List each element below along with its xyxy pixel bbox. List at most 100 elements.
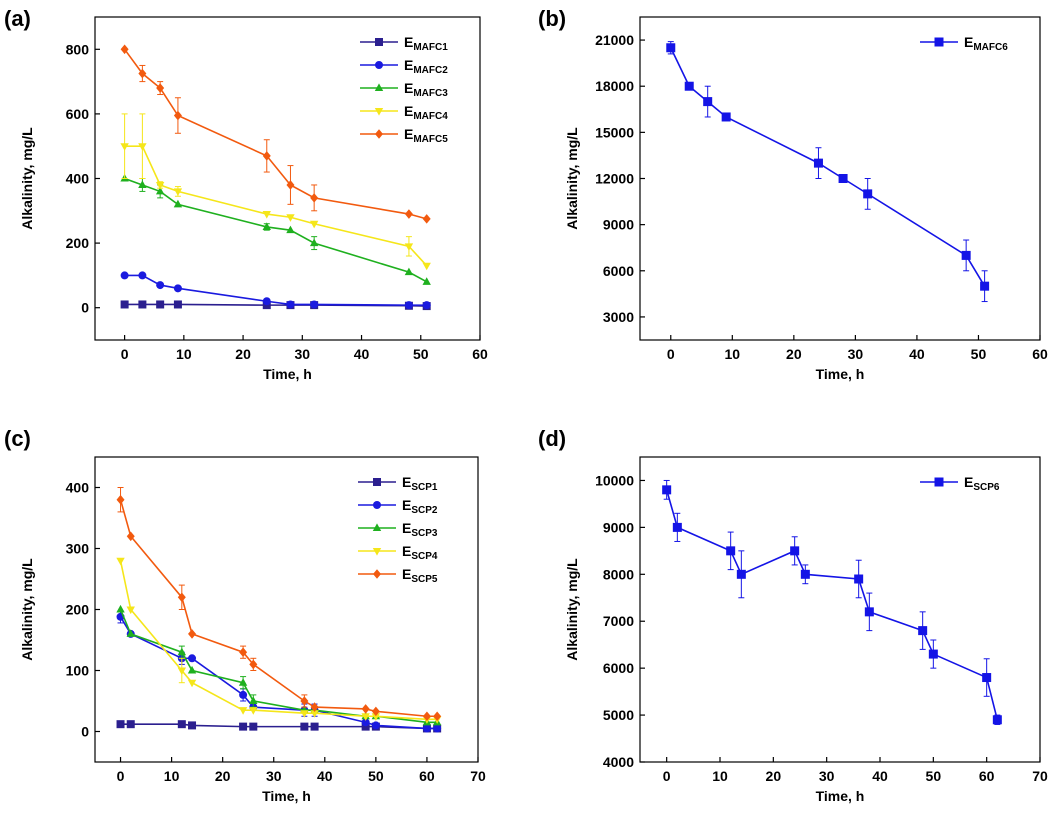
x-tick-label-d: 0 <box>663 768 671 784</box>
series-line-scp6 <box>665 489 999 720</box>
legend-entry-scp5: ESCP5 <box>358 566 438 585</box>
data-point-scp5 <box>361 704 370 714</box>
y-tick-label-d: 9000 <box>603 519 634 535</box>
data-point-scp6 <box>918 626 928 636</box>
y-tick-label-c: 300 <box>66 541 90 557</box>
data-point-mafc5 <box>404 209 413 219</box>
data-point-scp5 <box>188 629 197 639</box>
legend-marker <box>374 83 384 91</box>
x-tick-label-c: 0 <box>117 768 125 784</box>
x-tick-label-a: 40 <box>354 346 370 362</box>
data-point-scp4 <box>249 707 258 715</box>
x-tick-label-b: 10 <box>725 346 741 362</box>
data-point-mafc3 <box>173 199 183 208</box>
plot-d: 0 10 20 30 40 50 60 70 4000 5000 6000 7000 8000 9000 1… <box>564 456 1048 804</box>
data-point-mafc2 <box>156 281 165 290</box>
y-tick-label-a: 0 <box>81 300 89 316</box>
legend-subscript: MAFC3 <box>413 88 448 99</box>
x-tick-label-a: 0 <box>121 346 129 362</box>
data-point-scp2 <box>188 654 197 663</box>
x-tick-label-b: 30 <box>848 346 864 362</box>
y-tick-label-d: 6000 <box>603 660 634 676</box>
y-tick-label-c: 400 <box>66 480 90 496</box>
legend-subscript: MAFC6 <box>973 42 1008 53</box>
x-axis-title-a: Time, h <box>263 366 312 382</box>
series-a-mafc2 <box>120 271 431 310</box>
data-point-mafc3 <box>422 277 431 285</box>
data-point-scp6 <box>928 649 938 659</box>
data-point-scp4 <box>238 707 248 715</box>
data-point-mafc2 <box>286 300 295 309</box>
data-point-mafc6 <box>684 81 694 91</box>
data-point-scp2 <box>371 721 380 730</box>
y-tick-label-a: 600 <box>66 106 90 122</box>
data-point-scp3 <box>116 604 125 613</box>
data-point-scp1 <box>361 722 370 731</box>
plot-frame-d <box>639 456 1041 763</box>
series-d-scp6 <box>662 479 1002 725</box>
data-point-scp5 <box>310 702 319 712</box>
y-tick-label-b: 3000 <box>603 309 634 325</box>
legend-entry-scp2: ESCP2 <box>358 497 438 516</box>
y-tick-label-c: 100 <box>66 663 90 679</box>
x-tick-label-d: 10 <box>712 768 728 784</box>
series-a-mafc3 <box>120 173 431 285</box>
legend-label: ESCP6 <box>964 474 1000 493</box>
data-point-scp5 <box>249 659 258 670</box>
x-tick-label-a: 30 <box>295 346 311 362</box>
series-c-scp4 <box>116 557 442 724</box>
data-point-mafc2 <box>262 297 271 306</box>
data-point-scp5 <box>239 647 248 657</box>
data-point-mafc3 <box>309 238 319 247</box>
data-point-mafc6 <box>980 281 990 291</box>
data-point-scp4 <box>187 679 197 688</box>
series-line-scp1 <box>120 723 438 730</box>
x-tick-label-a: 60 <box>472 346 488 362</box>
data-point-mafc6 <box>666 43 676 53</box>
x-tick-label-d: 60 <box>979 768 995 784</box>
legend-label: ESCP4 <box>402 543 438 562</box>
data-point-scp5 <box>177 592 186 603</box>
legend-marker <box>372 548 382 556</box>
series-c-scp2 <box>116 610 442 733</box>
data-point-mafc4 <box>422 262 431 271</box>
panel-label-a: (a) <box>4 6 31 31</box>
data-point-mafc4 <box>138 143 147 151</box>
data-point-scp5 <box>116 494 125 505</box>
x-tick-label-a: 50 <box>413 346 429 362</box>
data-point-scp5 <box>371 706 380 717</box>
data-point-scp6 <box>662 485 672 495</box>
y-tick-label-a: 400 <box>66 171 90 187</box>
legend-label: EMAFC5 <box>404 126 448 145</box>
data-point-scp2 <box>433 724 442 733</box>
data-point-mafc6 <box>703 97 713 107</box>
data-point-mafc5 <box>120 44 129 55</box>
legend-label: EMAFC1 <box>404 34 448 53</box>
x-tick-label-c: 40 <box>317 768 333 784</box>
x-tick-label-c: 20 <box>215 768 231 784</box>
legend-entry-scp3: ESCP3 <box>358 520 438 539</box>
legend-subscript: MAFC4 <box>413 111 448 122</box>
legend-label: EMAFC2 <box>404 57 448 76</box>
data-point-scp1 <box>177 720 186 729</box>
data-point-scp4 <box>300 710 309 718</box>
data-point-scp6 <box>726 546 736 556</box>
legend-marker <box>375 61 383 69</box>
data-point-mafc1 <box>138 300 147 309</box>
data-point-mafc3 <box>262 222 271 230</box>
data-point-scp3 <box>177 647 187 656</box>
legend-subscript: SCP6 <box>973 482 1000 493</box>
legend-label: ESCP3 <box>402 520 438 539</box>
data-point-mafc6 <box>838 174 848 183</box>
x-tick-label-d: 20 <box>766 768 782 784</box>
data-point-scp5 <box>433 711 442 722</box>
panel-label-c: (c) <box>4 426 31 451</box>
legend-label: ESCP5 <box>402 566 438 585</box>
series-a-mafc4 <box>120 113 431 271</box>
x-tick-label-d: 30 <box>819 768 835 784</box>
data-point-mafc4 <box>309 220 319 229</box>
legend-subscript: SCP2 <box>411 505 438 516</box>
legend-subscript: SCP4 <box>411 551 438 562</box>
data-point-mafc5 <box>310 193 319 203</box>
